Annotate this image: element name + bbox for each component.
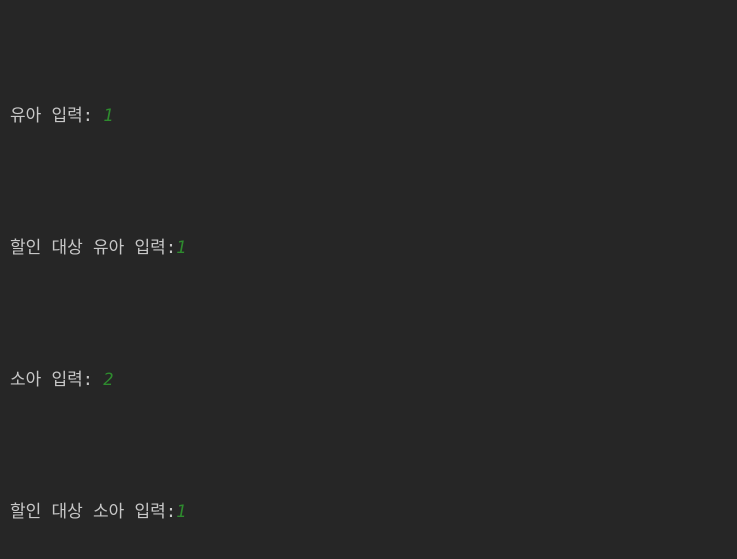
prompt-text: 할인 대상 소아 입력: bbox=[10, 502, 177, 522]
user-input-value: 2 bbox=[103, 370, 114, 390]
prompt-text: 소아 입력: bbox=[10, 370, 104, 390]
console-line-input: 할인 대상 소아 입력:1 bbox=[10, 496, 737, 529]
console-line-input: 할인 대상 유아 입력:1 bbox=[10, 232, 737, 265]
user-input-value: 1 bbox=[176, 238, 187, 258]
user-input-value: 1 bbox=[176, 502, 187, 522]
prompt-text: 할인 대상 유아 입력: bbox=[10, 238, 177, 258]
prompt-text: 유아 입력: bbox=[10, 106, 104, 126]
console-line-input: 유아 입력: 1 bbox=[10, 100, 737, 133]
console-line-input: 소아 입력: 2 bbox=[10, 364, 737, 397]
user-input-value: 1 bbox=[103, 106, 114, 126]
